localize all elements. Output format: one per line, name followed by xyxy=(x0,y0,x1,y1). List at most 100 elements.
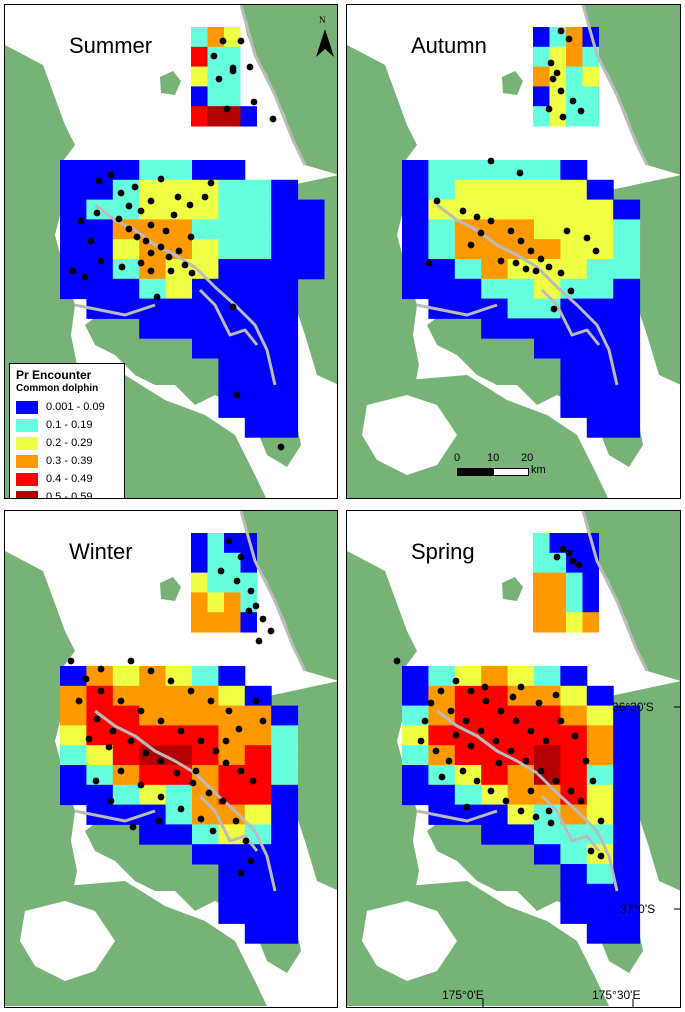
spring-map xyxy=(347,511,680,1007)
encounter-cell xyxy=(240,612,257,633)
encounter-cell xyxy=(207,572,224,593)
encounter-cell xyxy=(165,219,193,240)
sighting-point xyxy=(433,197,441,205)
sighting-point xyxy=(481,683,489,691)
encounter-cell xyxy=(613,298,641,319)
encounter-cell xyxy=(454,705,482,726)
encounter-cell xyxy=(533,66,550,87)
encounter-cell xyxy=(613,219,641,240)
legend-item: 0.001 - 0.09 xyxy=(16,398,118,416)
encounter-cell xyxy=(586,705,614,726)
sighting-layer xyxy=(67,537,275,877)
sighting-point xyxy=(187,233,195,241)
sighting-point xyxy=(437,687,445,695)
encounter-cell xyxy=(613,804,641,825)
encounter-cell xyxy=(428,179,456,201)
encounter-cell xyxy=(566,27,583,48)
encounter-cell xyxy=(533,86,550,107)
sighting-point xyxy=(249,777,257,785)
sighting-point xyxy=(553,553,561,561)
encounter-cell xyxy=(139,725,167,746)
sighting-point xyxy=(542,737,550,745)
encounter-cell xyxy=(586,784,614,806)
encounter-cell xyxy=(560,705,588,726)
sighting-point xyxy=(447,707,455,715)
encounter-cell xyxy=(139,318,167,339)
encounter-cell xyxy=(507,685,535,707)
sighting-point xyxy=(559,545,567,553)
sighting-point xyxy=(569,97,577,105)
encounter-cell xyxy=(240,572,257,593)
sighting-point xyxy=(222,759,230,767)
coastline xyxy=(436,203,619,386)
land-area xyxy=(502,71,523,95)
spring-panel: Spring 36°30'S 37°0'S 175°0'E 175°30'E xyxy=(346,510,681,1008)
encounter-cell xyxy=(613,338,641,359)
sighting-point xyxy=(527,787,535,795)
encounter-cell xyxy=(60,666,87,687)
encounter-cell xyxy=(560,278,588,300)
sighting-point xyxy=(82,675,90,683)
sighting-point xyxy=(222,737,230,745)
sighting-point xyxy=(592,247,600,255)
sighting-point xyxy=(129,823,137,831)
sighting-point xyxy=(445,757,453,765)
encounter-cell xyxy=(534,705,561,726)
encounter-cell xyxy=(566,46,583,68)
sighting-point xyxy=(473,213,481,221)
encounter-cell xyxy=(297,219,325,240)
encounter-cell xyxy=(586,883,614,905)
sighting-point xyxy=(507,747,515,755)
coastline xyxy=(581,511,649,672)
encounter-cell xyxy=(582,66,599,87)
sighting-point xyxy=(421,717,429,725)
coastline xyxy=(74,303,156,317)
encounter-cell xyxy=(139,278,167,300)
encounter-cell xyxy=(549,572,566,593)
legend-swatch xyxy=(16,400,38,414)
legend-swatch xyxy=(16,490,38,498)
sighting-point xyxy=(545,263,553,271)
land-area xyxy=(502,577,523,601)
encounter-cell xyxy=(560,219,588,240)
encounter-cell xyxy=(86,160,114,181)
encounter-cell xyxy=(481,219,509,240)
encounter-cell xyxy=(244,784,272,806)
encounter-cell xyxy=(244,219,272,240)
encounter-cell xyxy=(549,552,566,574)
sighting-point xyxy=(597,852,605,860)
encounter-cell xyxy=(218,397,246,418)
sighting-point xyxy=(467,742,475,750)
sighting-point xyxy=(87,237,95,245)
encounter-cell xyxy=(507,199,535,220)
encounter-cell xyxy=(402,160,429,181)
sighting-point xyxy=(246,63,254,71)
encounter-cell xyxy=(192,338,219,359)
sighting-point xyxy=(109,727,117,735)
sighting-point xyxy=(147,197,155,205)
encounter-cell xyxy=(402,199,429,220)
sighting-point xyxy=(165,253,173,261)
encounter-cell xyxy=(534,824,561,845)
encounter-cell xyxy=(244,883,272,905)
encounter-cell xyxy=(560,377,588,399)
encounter-cell xyxy=(139,765,167,786)
sighting-point xyxy=(557,27,565,35)
encounter-cell xyxy=(207,592,224,613)
encounter-cell xyxy=(560,745,588,766)
summer-title: Summer xyxy=(69,33,153,58)
encounter-cell xyxy=(244,864,272,885)
sighting-point xyxy=(577,797,585,805)
sighting-point xyxy=(157,175,165,183)
sighting-point xyxy=(532,267,540,275)
encounter-cell xyxy=(481,666,509,687)
bay-water xyxy=(362,901,457,981)
sighting-point xyxy=(75,697,83,705)
sighting-point xyxy=(197,737,205,745)
sighting-point xyxy=(527,247,535,255)
spring-title: Spring xyxy=(411,539,475,564)
north-letter: N xyxy=(319,15,326,25)
sighting-point xyxy=(547,819,555,827)
encounter-cell xyxy=(60,239,87,260)
sighting-point xyxy=(557,717,565,725)
